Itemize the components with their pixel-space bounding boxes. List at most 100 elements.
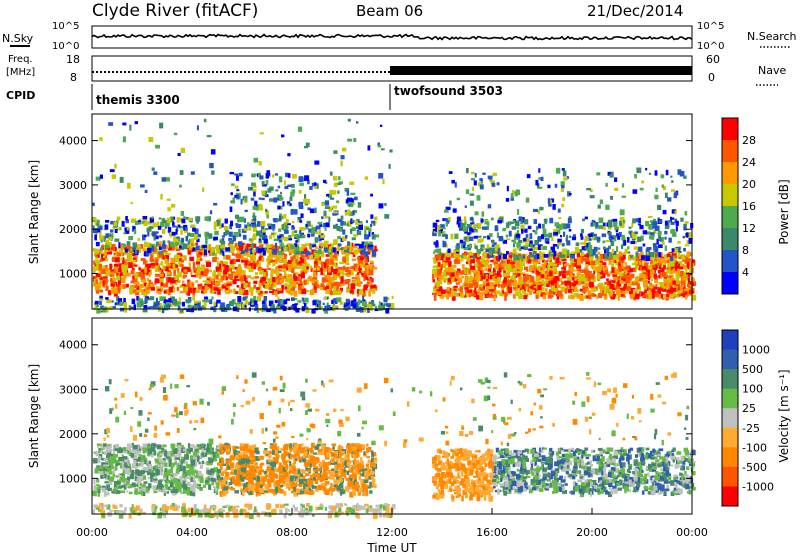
power-cell	[360, 257, 364, 260]
power-cell	[479, 178, 482, 181]
power-cell	[312, 300, 316, 305]
power-cell	[225, 247, 230, 251]
power-cell	[457, 198, 460, 201]
power-cell	[134, 229, 136, 234]
power-cell	[360, 307, 363, 313]
power-cell	[441, 227, 446, 229]
power-cell	[119, 302, 123, 307]
power-cell	[389, 164, 391, 169]
power-cell	[168, 277, 172, 283]
power-cell	[343, 266, 346, 271]
power-panel: 1000200030004000 Slant Range [km]	[27, 114, 696, 314]
power-cell	[252, 236, 256, 241]
power-cell	[510, 262, 514, 264]
power-cell	[162, 220, 166, 224]
power-cell	[683, 248, 686, 252]
power-cell	[489, 272, 494, 275]
power-cell	[361, 250, 365, 255]
power-cell	[120, 177, 124, 183]
power-cell	[305, 298, 309, 302]
cpid-segment-1: themis 3300	[96, 93, 180, 107]
power-cell	[325, 200, 329, 205]
power-cell	[159, 263, 163, 265]
power-cell	[314, 161, 319, 165]
power-cell	[460, 287, 463, 292]
power-cell	[557, 291, 562, 296]
power-cell	[167, 218, 171, 224]
power-cell	[507, 186, 509, 192]
power-cell	[685, 244, 690, 246]
power-cell	[642, 271, 646, 273]
power-cell	[685, 260, 688, 263]
power-cell	[260, 291, 262, 294]
power-cell	[606, 248, 609, 253]
power-cell	[223, 261, 228, 264]
power-cell	[551, 285, 555, 291]
power-cell	[122, 221, 125, 227]
power-cell	[577, 257, 581, 261]
power-cell	[435, 242, 438, 248]
power-cell	[677, 241, 680, 244]
power-cell	[521, 229, 524, 234]
power-cell	[177, 277, 179, 280]
power-cell	[656, 188, 658, 192]
power-cell	[95, 288, 98, 291]
power-cell	[634, 174, 637, 179]
power-cell	[236, 253, 241, 258]
power-cell	[549, 218, 553, 224]
power-cell	[603, 226, 606, 230]
power-cell	[650, 252, 654, 257]
power-cell	[369, 270, 374, 276]
power-cell	[679, 266, 683, 269]
power-cell	[315, 237, 319, 243]
power-cell	[251, 183, 256, 187]
power-cell	[659, 220, 663, 224]
power-cell	[580, 274, 583, 276]
power-cell	[663, 210, 667, 214]
power-cell	[152, 246, 154, 252]
power-cell	[350, 290, 354, 294]
power-cell	[288, 173, 291, 178]
power-cell	[197, 219, 200, 222]
power-cell	[159, 270, 161, 273]
power-cell	[310, 290, 315, 296]
power-cell	[118, 242, 120, 248]
power-cell	[202, 187, 204, 192]
power-cell	[330, 259, 333, 265]
power-cell	[636, 168, 641, 174]
power-cell	[559, 271, 563, 273]
power-cell	[288, 260, 292, 263]
power-cell	[324, 216, 328, 218]
noise-right-tick-top: 10^5	[697, 21, 724, 32]
power-cell	[241, 199, 243, 205]
power-cell	[636, 218, 639, 222]
power-cell	[571, 263, 574, 266]
power-cell	[259, 161, 262, 166]
power-cell	[235, 186, 239, 189]
power-cell	[591, 261, 596, 265]
power-cell	[191, 275, 196, 277]
power-cell	[114, 264, 119, 267]
power-cell	[468, 260, 470, 264]
power-cell	[456, 250, 459, 252]
power-cell	[162, 177, 166, 182]
power-cell	[556, 271, 559, 274]
power-cell	[528, 248, 532, 251]
power-cell	[537, 187, 542, 189]
power-cell	[309, 186, 313, 190]
power-cell	[304, 175, 309, 181]
power-cell	[333, 286, 336, 292]
power-cell	[483, 281, 486, 285]
power-cell	[314, 182, 316, 185]
power-cell	[99, 264, 102, 269]
power-cell	[320, 246, 323, 248]
power-cell	[489, 289, 494, 291]
power-cell	[613, 255, 618, 260]
power-cell	[625, 278, 629, 283]
power-cell	[618, 252, 622, 256]
power-cell	[149, 137, 154, 142]
power-cell	[506, 251, 509, 255]
power-cell	[221, 241, 225, 245]
power-cell	[670, 256, 673, 262]
power-cell	[432, 293, 437, 296]
